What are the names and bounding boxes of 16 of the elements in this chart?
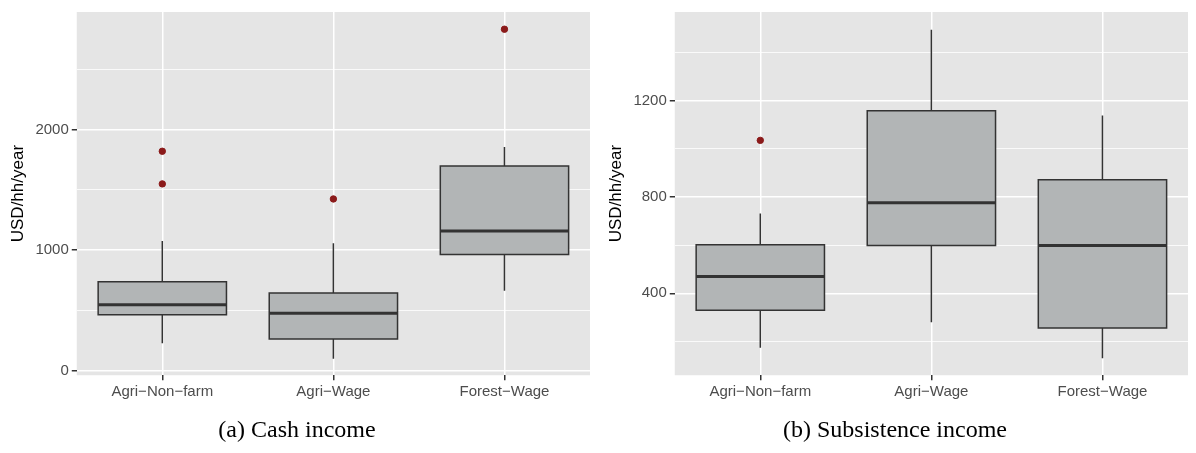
y-tick-label: 2000 [35,119,69,137]
x-tick-label: Forest−Wage [459,382,550,400]
x-tick-label: Agri−Non−farm [111,382,214,400]
y-tick-label: 400 [641,283,667,301]
x-tick-label: Agri−Wage [296,382,371,400]
y-tick-label: 800 [641,187,667,205]
y-tick-label: 1200 [633,90,667,108]
y-tick-label: 0 [60,360,69,378]
text: (b) Subsistence income [783,415,1007,442]
x-tick-label: Agri−Non−farm [709,382,812,400]
x-tick-label: Forest−Wage [1057,382,1148,400]
y-axis-title: USD/hh/year [605,144,625,243]
y-axis-title: USD/hh/year [7,144,27,243]
x-tick-label: Agri−Wage [894,382,969,400]
y-tick-label: 1000 [35,240,69,258]
text: (a) Cash income [218,415,376,442]
